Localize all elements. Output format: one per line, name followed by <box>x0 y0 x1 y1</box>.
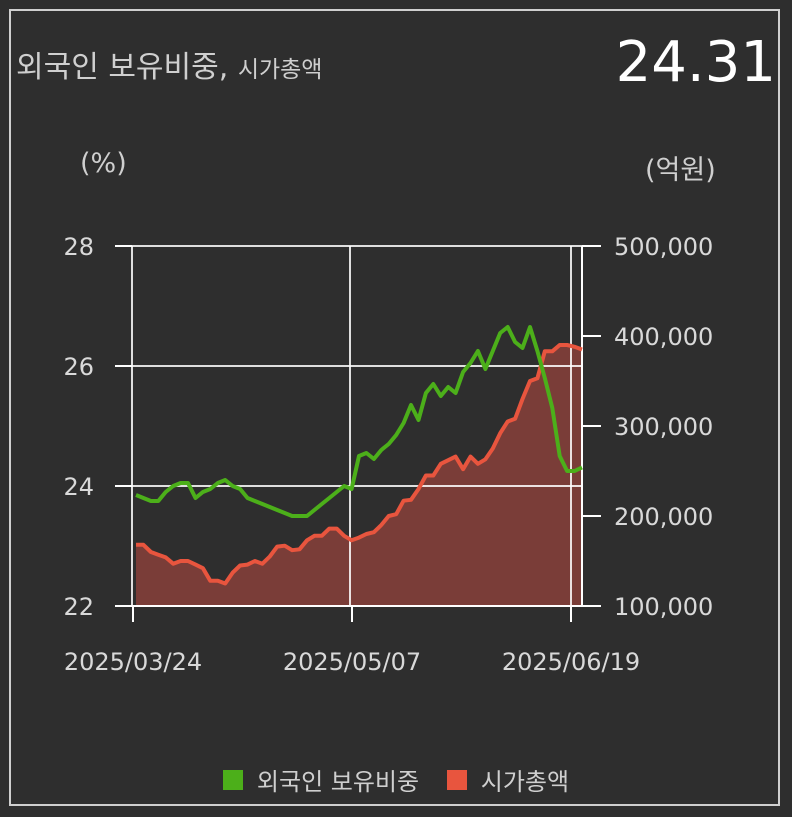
chart-frame <box>9 9 780 806</box>
marketcap-area <box>136 345 582 606</box>
marketcap-line <box>136 343 583 586</box>
legend-item-marketcap[interactable]: 시가총액 <box>446 762 570 797</box>
right-axis-unit: (억원) <box>645 155 716 186</box>
current-value: 24.31 <box>615 30 776 95</box>
y-right-tick-label: 200,000 <box>614 503 713 531</box>
legend-item-foreign[interactable]: 외국인 보유비중 <box>222 762 420 797</box>
chart-title: 외국인 보유비중, 시가총액 <box>16 42 322 86</box>
x-tick-label: 2025/03/24 <box>64 648 202 676</box>
legend: 외국인 보유비중 시가총액 <box>0 762 792 797</box>
legend-swatch-foreign <box>222 769 243 790</box>
y-right-tick-label: 400,000 <box>614 323 713 351</box>
y-left-tick-label: 26 <box>63 353 94 381</box>
y-right-tick-label: 300,000 <box>614 413 713 441</box>
y-left-tick-label: 28 <box>63 233 94 261</box>
x-tick-label: 2025/05/07 <box>283 648 421 676</box>
y-left-tick-label: 24 <box>63 473 94 501</box>
title-main: 외국인 보유비중, <box>16 50 229 85</box>
y-right-tick-label: 100,000 <box>614 593 713 621</box>
left-axis-unit: (%) <box>80 148 127 179</box>
legend-label-foreign: 외국인 보유비중 <box>256 768 420 796</box>
title-sub: 시가총액 <box>237 57 323 83</box>
legend-label-marketcap: 시가총액 <box>480 768 570 796</box>
x-tick-label: 2025/06/19 <box>502 648 640 676</box>
y-left-tick-label: 22 <box>63 593 94 621</box>
legend-swatch-marketcap <box>446 769 467 790</box>
y-right-tick-label: 500,000 <box>614 233 713 261</box>
foreign-ownership-line <box>135 325 583 518</box>
